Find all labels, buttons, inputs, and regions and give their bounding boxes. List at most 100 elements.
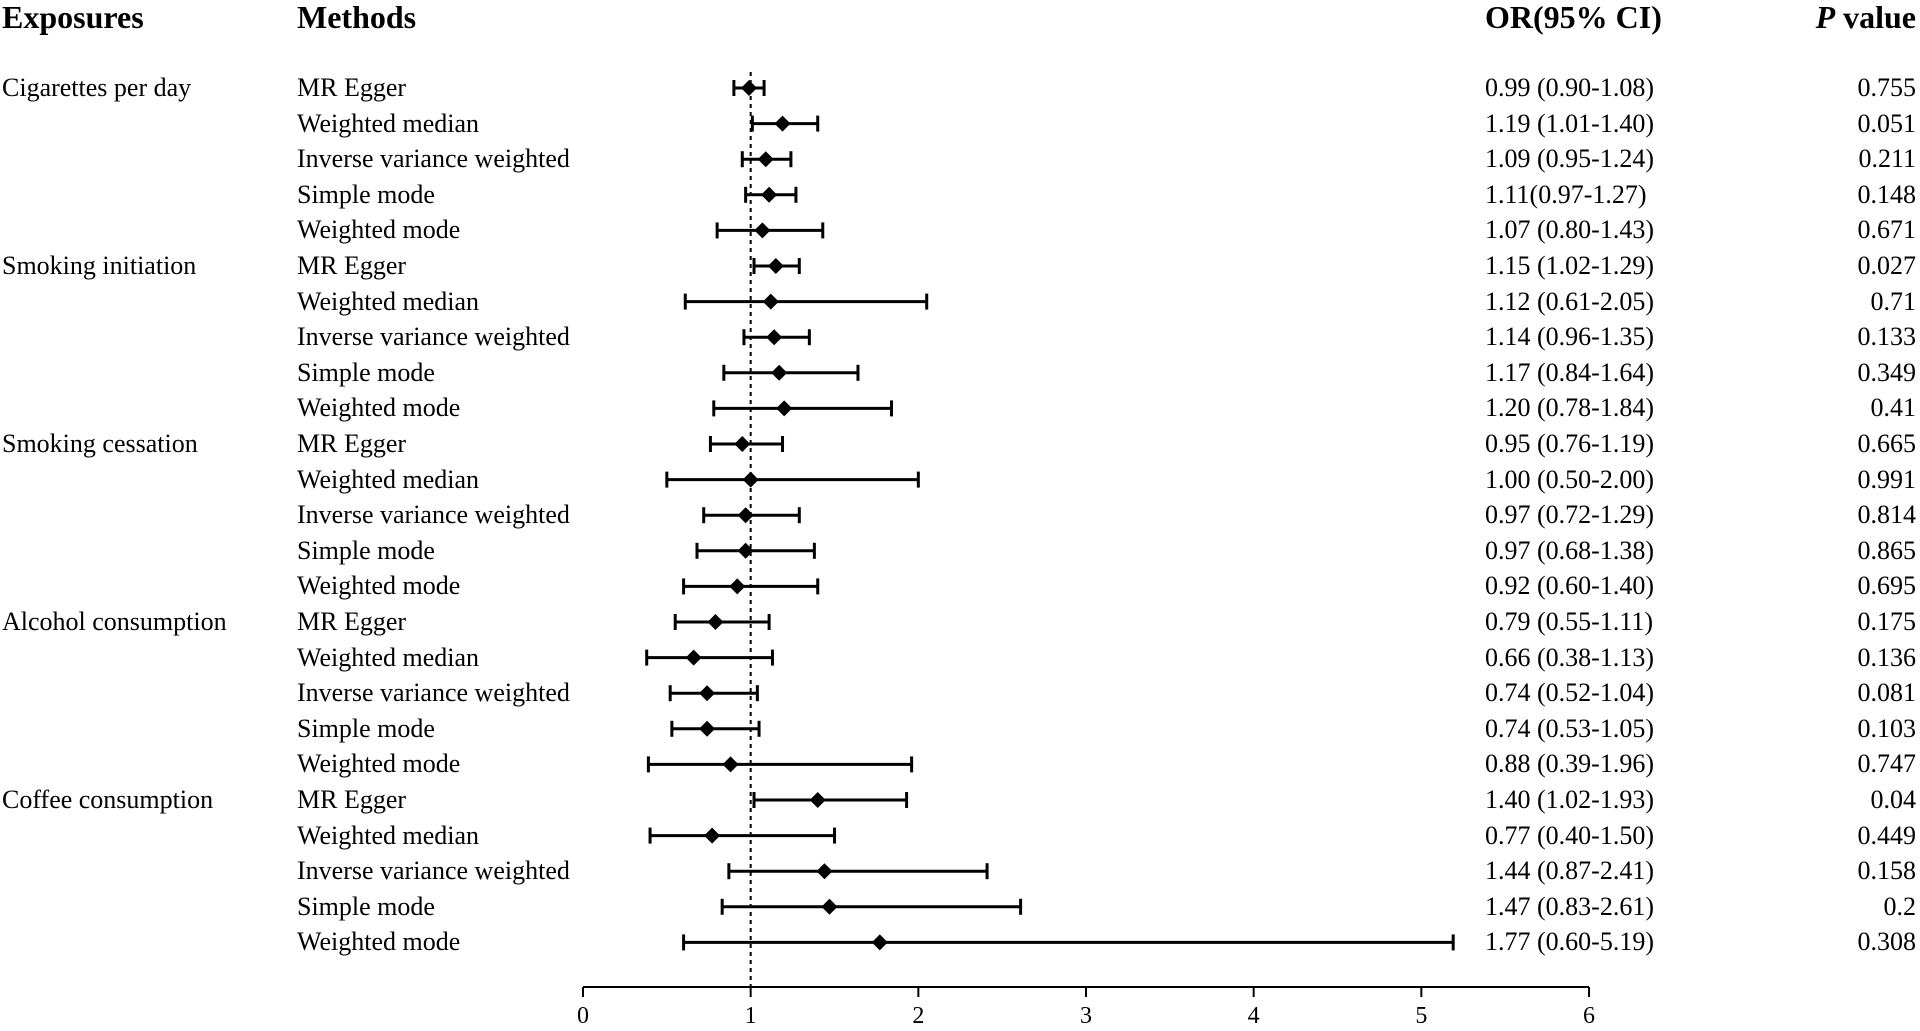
or-ci-text: 1.12 (0.61-2.05) — [1485, 286, 1654, 316]
point-estimate — [809, 792, 826, 808]
p-value-text: 0.747 — [1857, 749, 1917, 779]
or-ci-text: 1.44 (0.87-2.41) — [1485, 856, 1654, 886]
method-label: MR Egger — [297, 73, 407, 102]
or-ci-text: 0.99 (0.90-1.08) — [1485, 73, 1654, 102]
exposure-label: Coffee consumption — [2, 785, 214, 814]
or-ci-text: 1.15 (1.02-1.29) — [1485, 251, 1654, 280]
point-estimate — [754, 222, 771, 239]
point-estimate — [704, 827, 721, 844]
point-estimate — [821, 898, 838, 915]
p-value-text: 0.671 — [1857, 215, 1917, 245]
method-label: Weighted median — [297, 108, 480, 138]
method-label: Weighted mode — [297, 927, 461, 957]
p-value-text: 0.71 — [1870, 286, 1917, 316]
method-label: MR Egger — [297, 785, 407, 814]
point-estimate — [762, 293, 779, 310]
p-value-text: 0.308 — [1857, 927, 1917, 957]
method-label: Weighted median — [297, 464, 480, 494]
p-value-text: 0.027 — [1857, 251, 1917, 280]
x-tick-label: 0 — [577, 1003, 589, 1029]
or-ci-text: 1.07 (0.80-1.43) — [1485, 215, 1654, 245]
point-estimate — [737, 542, 754, 559]
or-ci-text: 0.92 (0.60-1.40) — [1485, 571, 1654, 601]
method-label: Weighted median — [297, 820, 480, 850]
p-value-text: 0.865 — [1857, 535, 1917, 565]
method-label: Inverse variance weighted — [297, 856, 570, 886]
x-tick-label: 1 — [745, 1003, 757, 1029]
method-label: Weighted mode — [297, 749, 461, 779]
or-ci-text: 0.97 (0.72-1.29) — [1485, 500, 1654, 530]
p-value-text: 0.175 — [1857, 607, 1917, 636]
p-value-text: 0.158 — [1857, 856, 1917, 886]
method-label: Inverse variance weighted — [297, 500, 570, 530]
p-value-text: 0.991 — [1857, 464, 1917, 494]
p-value-text: 0.051 — [1857, 108, 1917, 138]
or-ci-text: 1.00 (0.50-2.00) — [1485, 464, 1654, 494]
or-ci-text: 1.17 (0.84-1.64) — [1485, 357, 1654, 387]
p-value-text: 0.349 — [1857, 357, 1917, 387]
p-value-text: 0.665 — [1857, 429, 1917, 458]
point-estimate — [774, 115, 791, 132]
p-value-text: 0.814 — [1857, 500, 1917, 530]
p-value-text: 0.148 — [1857, 179, 1917, 209]
method-label: MR Egger — [297, 251, 407, 280]
or-ci-text: 1.19 (1.01-1.40) — [1485, 108, 1654, 138]
x-tick-label: 4 — [1248, 1003, 1260, 1029]
or-ci-text: 1.77 (0.60-5.19) — [1485, 927, 1654, 957]
method-label: MR Egger — [297, 607, 407, 636]
point-estimate — [729, 578, 746, 595]
p-value-text: 0.103 — [1857, 713, 1917, 743]
p-value-text: 0.449 — [1857, 820, 1917, 850]
or-ci-text: 0.97 (0.68-1.38) — [1485, 535, 1654, 565]
x-tick-label: 2 — [912, 1003, 924, 1029]
point-estimate — [742, 471, 759, 488]
p-value-text: 0.04 — [1870, 785, 1917, 814]
header-or-ci: OR(95% CI) — [1485, 0, 1662, 35]
x-tick-label: 6 — [1583, 1003, 1595, 1029]
point-estimate — [737, 507, 754, 524]
or-ci-text: 0.79 (0.55-1.11) — [1485, 607, 1654, 636]
exposure-label: Smoking cessation — [2, 429, 198, 458]
method-label: Simple mode — [297, 891, 435, 921]
or-ci-text: 1.14 (0.96-1.35) — [1485, 322, 1654, 352]
method-label: Simple mode — [297, 179, 435, 209]
p-value-text: 0.755 — [1857, 73, 1917, 102]
exposure-label: Alcohol consumption — [2, 607, 227, 636]
p-value-text: 0.081 — [1857, 678, 1917, 708]
or-ci-text: 1.20 (0.78-1.84) — [1485, 393, 1654, 423]
or-ci-text: 0.74 (0.52-1.04) — [1485, 678, 1654, 708]
method-label: MR Egger — [297, 429, 407, 458]
header-exposures: Exposures — [2, 0, 144, 35]
header-methods: Methods — [297, 0, 417, 35]
x-tick-label: 5 — [1415, 1003, 1427, 1029]
point-estimate — [734, 436, 751, 452]
or-ci-text: 0.88 (0.39-1.96) — [1485, 749, 1654, 779]
p-value-text: 0.695 — [1857, 571, 1917, 601]
or-ci-text: 1.09 (0.95-1.24) — [1485, 144, 1654, 174]
point-estimate — [771, 364, 788, 381]
method-label: Weighted mode — [297, 215, 461, 245]
method-label: Simple mode — [297, 535, 435, 565]
point-estimate — [871, 934, 888, 951]
exposure-label: Cigarettes per day — [2, 73, 192, 102]
point-estimate — [776, 400, 793, 417]
or-ci-text: 0.66 (0.38-1.13) — [1485, 642, 1654, 672]
header-p-letter: P — [1815, 0, 1836, 35]
point-estimate — [699, 720, 716, 737]
point-estimate — [707, 614, 724, 630]
point-estimate — [722, 756, 739, 773]
method-label: Weighted median — [297, 642, 480, 672]
point-estimate — [761, 186, 778, 203]
point-estimate — [816, 863, 833, 880]
exposure-label: Smoking initiation — [2, 251, 197, 280]
method-label: Weighted mode — [297, 571, 461, 601]
method-label: Inverse variance weighted — [297, 144, 570, 174]
or-ci-text: 0.95 (0.76-1.19) — [1485, 429, 1654, 458]
method-label: Weighted mode — [297, 393, 461, 423]
p-value-text: 0.2 — [1883, 891, 1917, 921]
point-estimate — [740, 80, 757, 96]
method-label: Inverse variance weighted — [297, 322, 570, 352]
method-label: Simple mode — [297, 357, 435, 387]
point-estimate — [757, 151, 774, 168]
